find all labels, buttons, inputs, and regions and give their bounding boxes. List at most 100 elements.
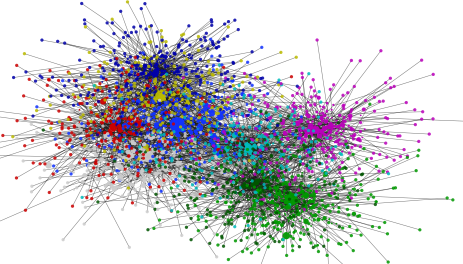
Point — [149, 204, 156, 209]
Point — [88, 166, 96, 170]
Point — [197, 132, 204, 136]
Point — [167, 162, 175, 167]
Point — [133, 116, 141, 120]
Point — [159, 95, 167, 100]
Point — [257, 169, 264, 173]
Point — [295, 200, 303, 205]
Point — [271, 220, 278, 224]
Point — [301, 133, 308, 137]
Point — [175, 148, 183, 153]
Point — [110, 173, 118, 178]
Point — [222, 149, 230, 154]
Point — [155, 51, 163, 55]
Point — [136, 187, 144, 191]
Point — [159, 119, 166, 123]
Point — [163, 105, 171, 109]
Point — [135, 60, 142, 65]
Point — [231, 130, 238, 135]
Point — [160, 133, 167, 137]
Point — [229, 112, 236, 117]
Point — [149, 104, 156, 108]
Point — [90, 39, 97, 43]
Point — [273, 123, 281, 128]
Point — [108, 155, 115, 159]
Point — [375, 225, 382, 230]
Point — [200, 151, 208, 155]
Point — [260, 166, 267, 170]
Point — [256, 145, 263, 149]
Point — [170, 138, 178, 143]
Point — [137, 24, 144, 29]
Point — [113, 86, 120, 90]
Point — [213, 144, 221, 149]
Point — [338, 176, 345, 180]
Point — [175, 126, 183, 130]
Point — [78, 73, 85, 77]
Point — [130, 25, 137, 29]
Point — [98, 89, 106, 93]
Point — [78, 143, 86, 147]
Point — [63, 142, 71, 146]
Point — [192, 162, 200, 166]
Point — [92, 158, 100, 163]
Point — [294, 112, 301, 116]
Point — [320, 126, 327, 131]
Point — [211, 124, 218, 129]
Point — [140, 143, 147, 147]
Point — [208, 188, 216, 192]
Point — [265, 182, 273, 186]
Point — [140, 126, 147, 131]
Point — [94, 149, 101, 153]
Point — [250, 207, 258, 211]
Point — [186, 186, 193, 190]
Point — [160, 91, 167, 95]
Point — [131, 81, 138, 85]
Point — [122, 164, 129, 168]
Point — [289, 133, 296, 137]
Point — [138, 121, 146, 126]
Point — [125, 119, 132, 123]
Point — [128, 115, 135, 119]
Point — [295, 136, 302, 140]
Point — [119, 35, 127, 40]
Point — [208, 111, 216, 115]
Point — [147, 144, 155, 148]
Point — [254, 135, 261, 139]
Point — [315, 89, 322, 94]
Point — [163, 164, 170, 169]
Point — [289, 209, 296, 213]
Point — [251, 222, 258, 226]
Point — [318, 119, 325, 123]
Point — [271, 201, 278, 205]
Point — [231, 132, 238, 136]
Point — [125, 79, 132, 84]
Point — [157, 147, 164, 151]
Point — [94, 147, 101, 151]
Point — [318, 107, 325, 112]
Point — [82, 129, 90, 133]
Point — [113, 164, 120, 168]
Point — [153, 200, 161, 205]
Point — [180, 53, 188, 57]
Point — [156, 158, 163, 162]
Point — [228, 183, 235, 187]
Point — [20, 94, 27, 98]
Point — [250, 142, 258, 147]
Point — [396, 154, 403, 159]
Point — [127, 132, 135, 136]
Point — [284, 206, 292, 210]
Point — [94, 167, 101, 172]
Point — [157, 168, 165, 172]
Point — [216, 136, 223, 141]
Point — [93, 112, 100, 117]
Point — [144, 133, 152, 137]
Point — [155, 95, 163, 100]
Point — [323, 146, 331, 150]
Point — [214, 183, 222, 187]
Point — [233, 178, 241, 182]
Point — [460, 119, 463, 123]
Point — [278, 142, 286, 146]
Point — [137, 169, 144, 173]
Point — [119, 167, 126, 171]
Point — [285, 206, 293, 210]
